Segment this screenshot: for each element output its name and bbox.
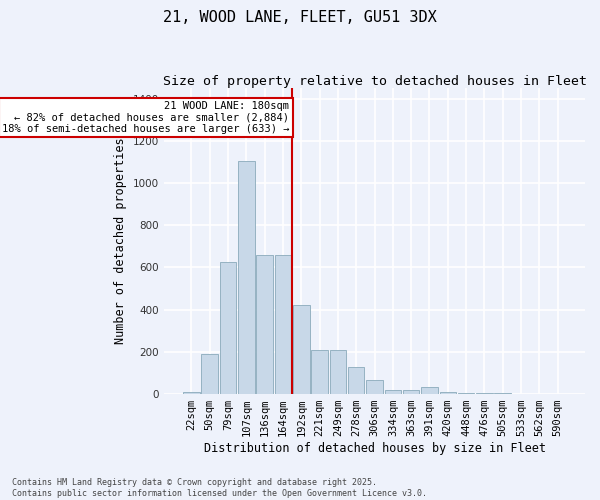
Bar [183,392,200,394]
Bar [220,262,236,394]
Title: Size of property relative to detached houses in Fleet: Size of property relative to detached ho… [163,75,587,88]
Bar [202,354,218,394]
Bar [458,392,475,394]
Bar [329,350,346,394]
Text: 21, WOOD LANE, FLEET, GU51 3DX: 21, WOOD LANE, FLEET, GU51 3DX [163,10,437,25]
Bar [348,366,364,394]
Bar [366,380,383,394]
Bar [421,386,437,394]
Bar [476,393,493,394]
Text: Contains HM Land Registry data © Crown copyright and database right 2025.
Contai: Contains HM Land Registry data © Crown c… [12,478,427,498]
Bar [238,161,254,394]
Bar [311,350,328,394]
Bar [403,390,419,394]
Bar [293,306,310,394]
Bar [385,390,401,394]
Bar [256,255,273,394]
X-axis label: Distribution of detached houses by size in Fleet: Distribution of detached houses by size … [203,442,545,455]
Bar [440,392,456,394]
Text: 21 WOOD LANE: 180sqm
← 82% of detached houses are smaller (2,884)
18% of semi-de: 21 WOOD LANE: 180sqm ← 82% of detached h… [2,100,289,134]
Bar [275,255,291,394]
Y-axis label: Number of detached properties: Number of detached properties [115,138,127,344]
